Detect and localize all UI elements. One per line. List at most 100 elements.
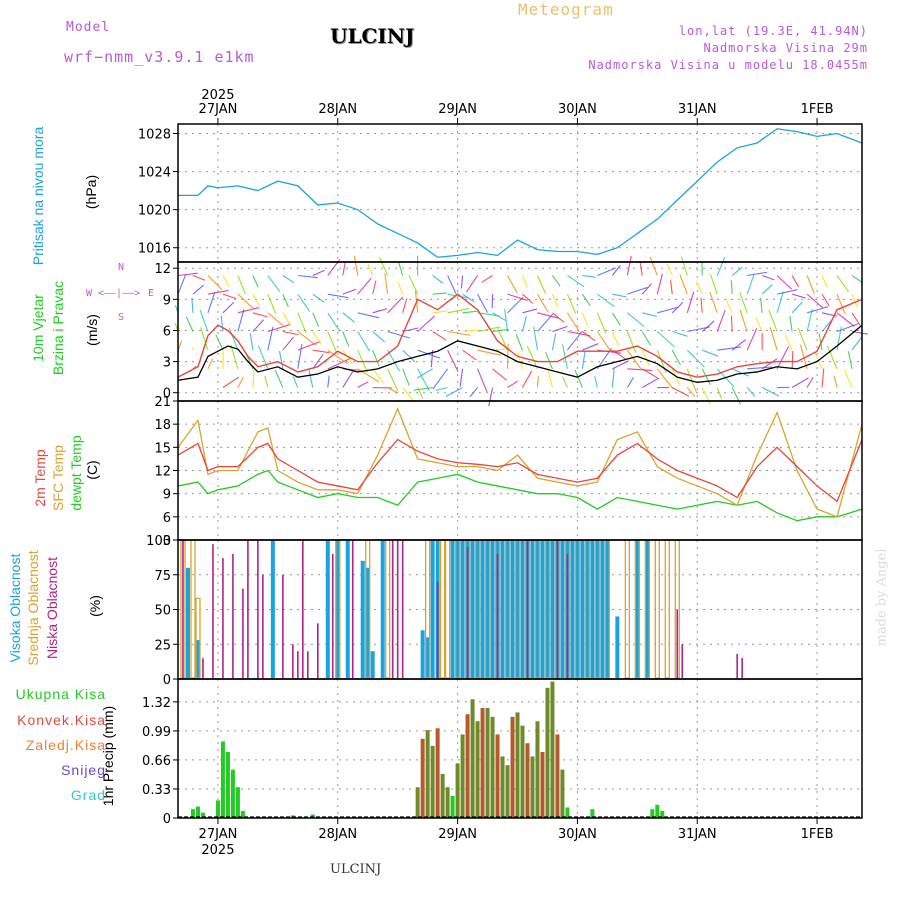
bottom-day-label: 28JAN: [318, 827, 357, 842]
wind-arrow: [504, 308, 509, 332]
wind-arrow: [252, 319, 265, 332]
low-cloud-bar: [202, 658, 204, 678]
precip-bar: [310, 814, 315, 818]
y-tick-label: 15: [154, 441, 171, 456]
wind-arrow: [562, 376, 568, 388]
high-cloud-bar: [590, 540, 595, 678]
wind-arrow: [709, 291, 718, 314]
wind-arrow: [806, 376, 814, 388]
wind-arrow: [709, 274, 718, 295]
wind-arrow: [312, 349, 330, 354]
station-title: ULCINJ: [330, 24, 415, 48]
wind-arrow: [716, 387, 723, 399]
low-cloud-bar: [297, 651, 299, 678]
wind-arrow: [267, 312, 286, 328]
low-cloud-bar: [222, 558, 224, 678]
wind-arrow: [777, 289, 798, 295]
footer-station: ULCINJ: [330, 862, 382, 877]
wind-arrow: [435, 386, 448, 391]
high-cloud-bar: [270, 540, 275, 678]
wind-arrow: [791, 377, 809, 388]
wind-arrow: [357, 312, 380, 319]
wind-arrow: [488, 387, 494, 407]
wind-arrow: [851, 275, 864, 284]
precip-bar: [515, 712, 520, 818]
wind-arrow: [282, 275, 295, 283]
wind-arrow: [327, 349, 348, 365]
wind-arrow: [252, 368, 255, 388]
bottom-year-label: 2025: [201, 843, 234, 858]
precip-bar: [500, 756, 505, 818]
low-cloud-bar: [232, 553, 234, 678]
precip-bar: [530, 756, 535, 818]
wind-arrow: [507, 380, 519, 388]
wind-arrow: [249, 333, 254, 351]
wind-arrow: [297, 312, 307, 334]
wind-arrow: [739, 291, 748, 314]
high-cloud-bar: [475, 540, 480, 678]
wind-arrow: [477, 326, 501, 333]
wind-arrow: [447, 275, 457, 294]
precip-bar: [490, 716, 495, 818]
high-cloud-bar: [520, 540, 525, 678]
mid-cloud-bar: [664, 539, 670, 679]
wind-arrow: [851, 293, 858, 308]
y-tick-label: 0: [163, 673, 171, 688]
wind-arrow: [769, 327, 778, 351]
wind-arrow: [278, 351, 284, 369]
wind-arrow: [398, 262, 404, 276]
wind-arrow: [776, 346, 789, 370]
mid-cloud-bar: [654, 539, 660, 679]
high-cloud-bar: [505, 540, 510, 678]
high-cloud-bar: [540, 540, 545, 678]
low-cloud-bar: [302, 540, 304, 678]
precip-bar: [200, 812, 205, 818]
wind-arrow: [826, 345, 838, 370]
y-tick-label: 25: [154, 638, 171, 653]
precip-bar: [550, 681, 555, 818]
wind-arrow: [252, 312, 268, 318]
wind-arrow: [806, 308, 813, 332]
precip-bar: [220, 741, 225, 818]
precip-bar: [510, 716, 515, 818]
wind-arrow: [237, 307, 260, 314]
precip-bar: [195, 806, 200, 818]
wind-arrow: [193, 388, 198, 390]
wind-arrow: [594, 375, 598, 388]
wind-arrow: [656, 331, 675, 348]
wind-arrow: [230, 344, 239, 369]
wind-arrow: [372, 368, 385, 384]
compass-west: W: [86, 288, 93, 299]
wind-arrow: [731, 387, 742, 405]
wind-arrow: [562, 344, 568, 369]
wind-arrow: [526, 345, 538, 370]
wind-arrow: [517, 351, 524, 369]
high-cloud-bar: [360, 560, 365, 678]
wind-arrow: [552, 275, 561, 287]
precip-bar: [540, 752, 545, 818]
wind-arrow: [492, 368, 507, 381]
wind-arrow: [656, 273, 664, 295]
wind-arrow: [469, 387, 478, 398]
wind-arrow: [716, 256, 726, 276]
wind-arrow: [642, 312, 658, 318]
wind-arrow: [611, 368, 615, 388]
wind-arrow: [611, 264, 621, 276]
low-cloud-bar: [316, 623, 319, 678]
wind-arrow: [701, 368, 712, 386]
wind-arrow: [178, 388, 186, 397]
y-tick-label: 75: [154, 569, 171, 584]
top-day-label: 28JAN: [318, 102, 357, 117]
wind-arrow: [642, 368, 659, 379]
wind-arrow: [552, 312, 565, 323]
wind-arrow: [222, 302, 235, 314]
wind-arrow: [545, 351, 553, 370]
wind-arrow: [327, 312, 341, 332]
wind-arrow: [567, 275, 585, 288]
precip-bar: [190, 809, 195, 818]
precip-bar: [560, 769, 565, 818]
wind-arrow: [851, 336, 863, 351]
wind-arrow: [672, 387, 690, 397]
wind-arrow: [357, 277, 372, 295]
wind-arrow: [207, 275, 223, 291]
